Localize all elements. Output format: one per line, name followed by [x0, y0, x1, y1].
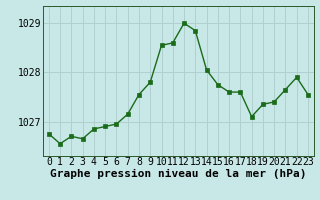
X-axis label: Graphe pression niveau de la mer (hPa): Graphe pression niveau de la mer (hPa) — [50, 169, 307, 179]
